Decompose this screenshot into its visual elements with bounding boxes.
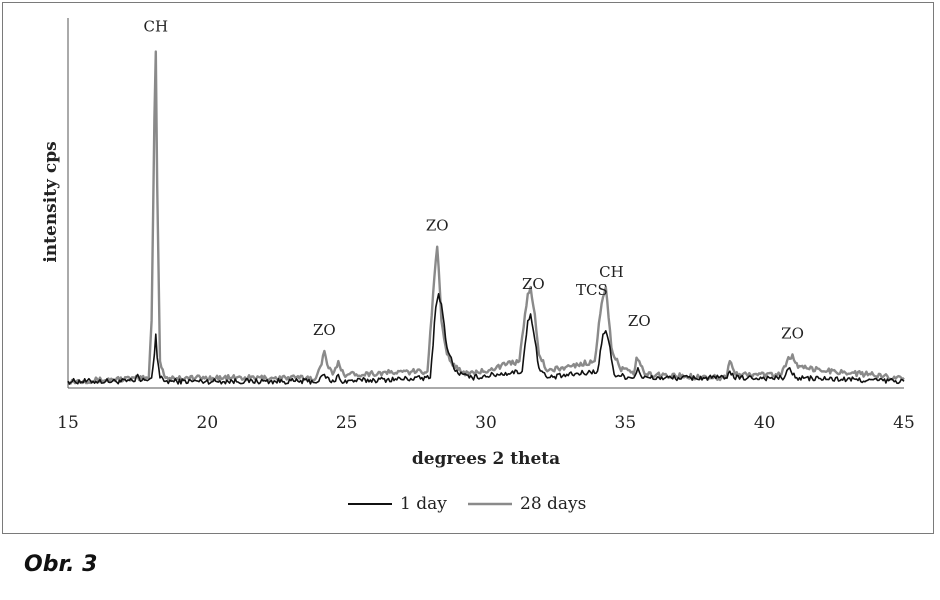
figure-caption: Obr. 3	[24, 552, 98, 577]
legend: 1 day 28 days	[348, 494, 586, 514]
legend-label: 1 day	[400, 494, 447, 514]
peak-label-zo: ZO	[781, 324, 804, 342]
peak-label-zo: ZO	[426, 217, 449, 235]
x-tick-label: 35	[615, 413, 637, 433]
series-line-28-days	[66, 50, 905, 385]
x-tick-label: 40	[754, 413, 776, 433]
series-line-1-day	[67, 292, 905, 385]
x-tick-label: 15	[57, 413, 79, 433]
peak-label-tcs: TCS	[576, 281, 608, 299]
x-tick-label: 20	[197, 413, 219, 433]
peak-label-zo: ZO	[522, 275, 545, 293]
legend-label: 28 days	[520, 494, 586, 514]
x-tick-label: 25	[336, 413, 358, 433]
x-tick-labels: 15 20 25 30 35 40 45	[57, 413, 915, 433]
peak-label-ch: CH	[599, 263, 624, 281]
x-tick-label: 30	[475, 413, 497, 433]
peak-label-zo: ZO	[313, 321, 336, 339]
series-layer	[66, 50, 905, 385]
peak-label-ch: CH	[143, 18, 168, 36]
x-tick-label: 45	[893, 413, 915, 433]
peak-label-zo: ZO	[628, 312, 651, 330]
x-axis-title: degrees 2 theta	[412, 449, 560, 469]
y-axis-title: intensity cps	[41, 141, 61, 262]
